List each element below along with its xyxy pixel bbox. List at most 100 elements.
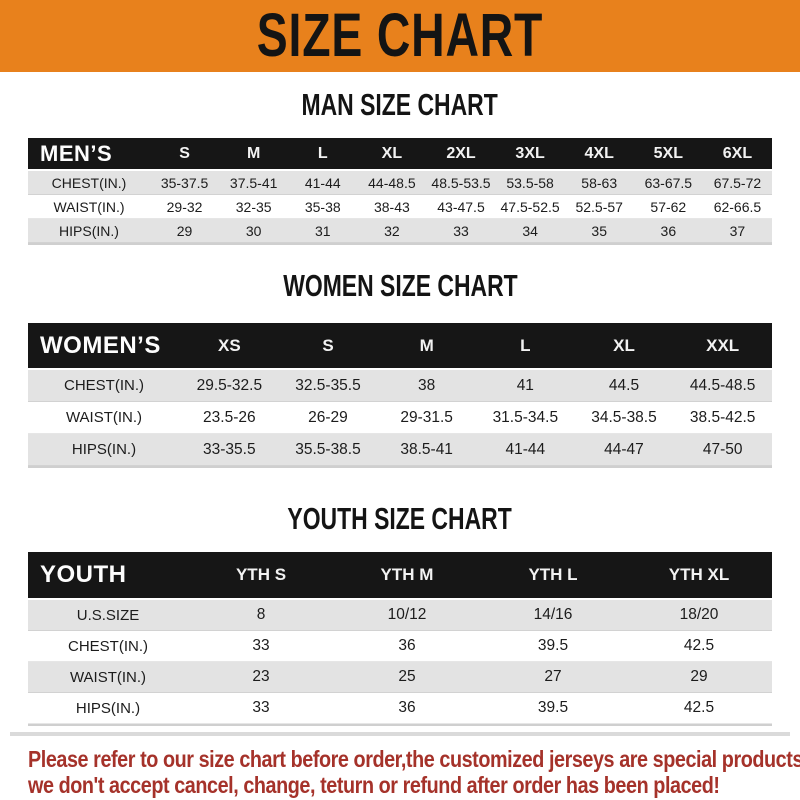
table-cell: 34 — [522, 222, 538, 239]
size-column-header: 3XL — [515, 144, 545, 162]
table-cell: 23 — [252, 668, 270, 685]
size-column-header: 2XL — [446, 144, 476, 162]
table-cell: 33 — [252, 637, 270, 654]
table-cell: 8 — [256, 606, 266, 623]
table-cell: 44.5-48.5 — [689, 376, 756, 394]
table-cell: 42.5 — [683, 637, 715, 654]
table-cell: 36 — [398, 637, 416, 654]
women-size-section: WOMEN SIZE CHART WOMEN’S XS S M L XL XXL CHEST(… — [0, 269, 800, 468]
men-size-section: MAN SIZE CHART MEN’S S M L XL 2XL 3XL 4XL 5XL 6XL… — [0, 88, 800, 245]
table-cell: 42.5 — [683, 699, 715, 716]
table-cell: 36 — [398, 699, 416, 716]
size-column-header: XL — [613, 335, 635, 355]
table-cell: 25 — [398, 668, 416, 685]
size-column-header: XS — [217, 335, 241, 355]
table-bottom-divider — [10, 732, 790, 736]
table-cell: 36 — [660, 222, 677, 239]
size-column-header: XXL — [706, 335, 740, 355]
size-column-header: M — [419, 335, 434, 355]
table-cell: 26-29 — [308, 408, 348, 426]
size-column-header: M — [247, 144, 261, 162]
table-cell: 47-50 — [702, 440, 743, 458]
women-table-row: WAIST(IN.) 23.5-26 26-29 29-31.5 31.5-34.5 34… — [28, 402, 772, 434]
men-table-row: HIPS(IN.) 29 30 31 32 33 34 35 36 37 — [28, 219, 772, 243]
table-cell: 44.5 — [608, 376, 640, 394]
table-cell: 43-47.5 — [437, 198, 485, 215]
row-label: HIPS(IN.) — [71, 441, 137, 458]
size-column-header: S — [322, 335, 334, 355]
size-column-header: S — [179, 144, 190, 162]
table-cell: 31 — [314, 222, 331, 239]
table-cell: 35 — [591, 222, 607, 239]
youth-table-header-row: YOUTH YTH S YTH M YTH L YTH XL — [28, 552, 772, 600]
size-column-header: YTH L — [528, 565, 578, 584]
table-cell: 33-35.5 — [203, 440, 256, 458]
table-cell: 32-35 — [235, 198, 272, 215]
table-cell: 38-43 — [373, 198, 410, 215]
youth-section-heading: YOUTH SIZE CHART — [287, 501, 513, 536]
row-label: WAIST(IN.) — [53, 198, 125, 215]
table-cell: 29.5-32.5 — [196, 376, 263, 394]
order-disclaimer-line-1: Please refer to our size chart before or… — [28, 746, 800, 772]
table-cell: 52.5-57 — [575, 198, 623, 215]
women-table-header-row: WOMEN’S XS S M L XL XXL — [28, 323, 772, 370]
table-cell: 33 — [252, 699, 270, 716]
men-header-label: MEN’S — [40, 140, 113, 166]
men-size-table: MEN’S S M L XL 2XL 3XL 4XL 5XL 6XL CHEST(IN.) 35-37… — [28, 138, 772, 245]
row-label: U.S.SIZE — [76, 606, 140, 624]
table-cell: 32 — [384, 222, 400, 239]
youth-table-row: CHEST(IN.) 33 36 39.5 42.5 — [28, 631, 772, 662]
size-column-header: L — [520, 335, 531, 355]
men-section-heading: MAN SIZE CHART — [301, 87, 499, 122]
table-cell: 53.5-58 — [506, 174, 554, 191]
table-cell: 18/20 — [679, 606, 719, 623]
table-cell: 67.5-72 — [713, 174, 762, 191]
men-table-row: WAIST(IN.) 29-32 32-35 35-38 38-43 43-47.5 47.… — [28, 195, 772, 219]
table-cell: 38.5-42.5 — [689, 408, 756, 426]
table-cell: 27 — [544, 668, 562, 685]
size-column-header: 5XL — [653, 144, 683, 162]
table-cell: 35-37.5 — [160, 174, 209, 191]
table-cell: 29-31.5 — [400, 408, 453, 426]
women-table-row: CHEST(IN.) 29.5-32.5 32.5-35.5 38 41 44.5 44.5… — [28, 370, 772, 402]
size-chart-banner: SIZE CHART — [0, 0, 800, 72]
size-column-header: 4XL — [584, 144, 614, 162]
table-cell: 29 — [690, 668, 708, 685]
table-cell: 57-62 — [650, 198, 687, 215]
table-cell: 62-66.5 — [713, 198, 762, 215]
table-cell: 10/12 — [387, 606, 427, 623]
table-cell: 44-47 — [604, 440, 644, 458]
women-header-label: WOMEN’S — [40, 331, 161, 359]
youth-header-label: YOUTH — [40, 561, 127, 588]
table-cell: 38 — [418, 376, 436, 394]
table-cell: 48.5-53.5 — [431, 174, 491, 191]
row-label: WAIST(IN.) — [65, 409, 143, 426]
table-cell: 39.5 — [537, 699, 569, 716]
table-cell: 44-48.5 — [368, 174, 416, 191]
men-table-row: CHEST(IN.) 35-37.5 37.5-41 41-44 44-48.5 48.5… — [28, 171, 772, 195]
row-label: CHEST(IN.) — [64, 377, 144, 394]
table-cell: 35.5-38.5 — [295, 440, 361, 458]
row-label: WAIST(IN.) — [69, 668, 147, 686]
row-label: CHEST(IN.) — [51, 174, 127, 191]
women-section-heading: WOMEN SIZE CHART — [282, 268, 518, 303]
table-cell: 29-32 — [166, 198, 203, 215]
banner-title: SIZE CHART — [256, 1, 544, 70]
table-cell: 34.5-38.5 — [591, 408, 657, 426]
table-cell: 37 — [729, 222, 746, 239]
table-cell: 37.5-41 — [229, 174, 278, 191]
table-cell: 29 — [176, 222, 193, 239]
table-cell: 14/16 — [533, 606, 573, 623]
youth-table-row: U.S.SIZE 8 10/12 14/16 18/20 — [28, 600, 772, 631]
table-cell: 41 — [516, 376, 534, 394]
table-cell: 33 — [453, 222, 469, 239]
table-cell: 41-44 — [505, 440, 546, 458]
size-column-header: XL — [381, 144, 403, 162]
youth-table-row: HIPS(IN.) 33 36 39.5 42.5 — [28, 693, 772, 724]
women-table-row: HIPS(IN.) 33-35.5 35.5-38.5 38.5-41 41-44 44-… — [28, 434, 772, 466]
table-cell: 58-63 — [581, 174, 618, 191]
table-cell: 35-38 — [304, 198, 341, 215]
size-column-header: YTH M — [380, 565, 434, 584]
table-cell: 30 — [245, 222, 262, 239]
youth-table-row: WAIST(IN.) 23 25 27 29 — [28, 662, 772, 693]
